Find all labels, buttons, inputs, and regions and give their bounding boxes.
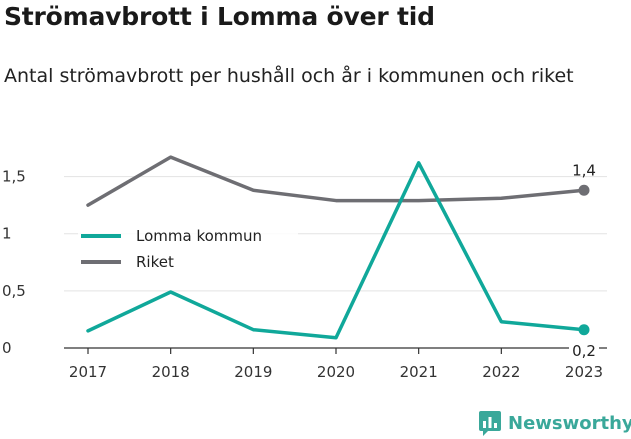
brand-name: Newsworthy xyxy=(508,412,631,434)
x-tick-label: 2018 xyxy=(152,363,190,381)
legend-label: Riket xyxy=(136,253,174,271)
data-labels: 0,2 1,4 xyxy=(569,161,599,360)
y-tick-label: 0,5 xyxy=(2,282,26,300)
chart-subtitle: Antal strömavbrott per hushåll och år i … xyxy=(4,65,574,87)
x-tick-label: 2023 xyxy=(565,363,603,381)
chart-title: Strömavbrott i Lomma över tid xyxy=(4,2,435,31)
end-value-label: 1,4 xyxy=(572,161,596,179)
y-tick-label: 1,5 xyxy=(2,168,26,186)
end-point-marker xyxy=(578,184,590,196)
series-line xyxy=(86,161,586,340)
legend-label: Lomma kommun xyxy=(136,227,262,245)
x-tick-label: 2020 xyxy=(317,363,355,381)
x-tick-label: 2017 xyxy=(69,363,107,381)
series-lines xyxy=(86,155,590,340)
newsworthy-logo-icon xyxy=(479,411,501,436)
x-axis: 2017 2018 2019 2020 2021 2022 2023 xyxy=(64,347,607,381)
y-axis-labels: 0 0,5 1 1,5 xyxy=(2,168,26,357)
x-tick-label: 2019 xyxy=(234,363,272,381)
end-point-marker xyxy=(578,324,590,336)
brand-logo: Newsworthy xyxy=(478,408,631,438)
x-tick-label: 2022 xyxy=(482,363,520,381)
y-tick-label: 0 xyxy=(2,339,12,357)
data-label-background xyxy=(569,344,599,360)
y-tick-label: 1 xyxy=(2,225,12,243)
end-value-label: 0,2 xyxy=(572,342,596,360)
series-line xyxy=(86,155,586,207)
legend: Lomma kommun Riket xyxy=(78,224,298,274)
x-tick-label: 2021 xyxy=(400,363,438,381)
